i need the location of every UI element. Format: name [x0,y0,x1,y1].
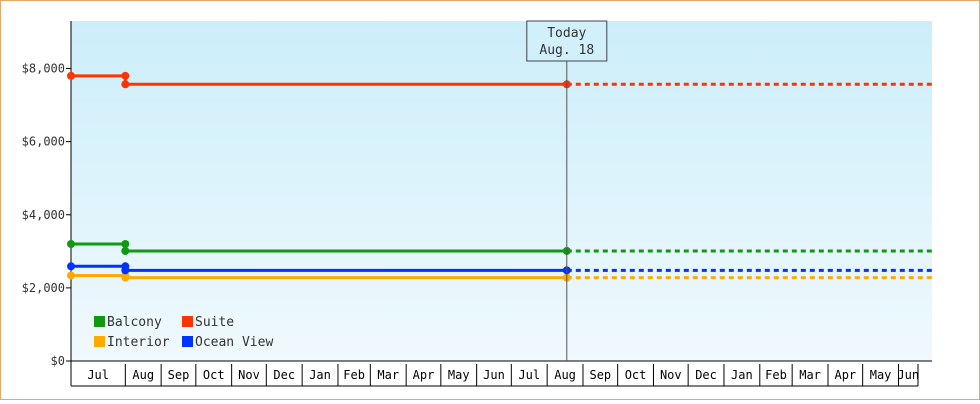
data-point [67,240,75,249]
x-month-label: Mar [799,368,821,382]
x-month-label: Sep [168,368,190,382]
x-month-label: Dec [273,368,295,382]
data-point [121,80,130,89]
legend-swatch [94,316,105,327]
x-month-label: Apr [834,368,856,382]
legend-label: Suite [195,315,234,330]
today-date: Aug. 18 [539,43,594,58]
data-point [121,246,130,255]
y-tick-label: $0 [51,354,65,368]
legend-swatch [94,336,105,347]
x-month-label: Oct [625,368,647,382]
y-axis: $0 $2,000 $4,000 $6,000 $8,000 [22,21,72,368]
x-month-label: Jul [87,368,109,382]
data-point [121,273,130,282]
x-month-label: Aug [554,368,576,382]
legend-item: Interior [94,335,170,350]
legend-item: Balcony [94,315,162,330]
x-month-label: Nov [238,368,260,382]
x-month-label: Feb [343,368,365,382]
x-month-label: May [870,368,892,382]
y-tick-label: $6,000 [22,135,65,149]
series-layer [67,71,932,282]
data-point [67,262,75,271]
legend-label: Interior [107,335,170,350]
x-month-label: Nov [660,368,682,382]
series-balcony [67,240,932,255]
legend-swatch [182,316,193,327]
data-point [67,71,75,80]
x-month-label: Apr [413,368,435,382]
today-label: Today [547,26,586,41]
x-month-label: Dec [695,368,717,382]
x-month-label: Sep [589,368,611,382]
today-marker: Today Aug. 18 [526,20,608,361]
legend-item: Ocean View [182,335,273,350]
y-tick-label: $4,000 [22,208,65,222]
y-tick-label: $8,000 [22,62,65,76]
x-month-label: Jan [731,368,753,382]
x-month-label: Mar [377,368,399,382]
legend-swatch [182,336,193,347]
x-month-label: Feb [765,368,787,382]
data-point [67,271,75,280]
series-ocean-view [67,262,932,275]
x-month-label: May [448,368,470,382]
x-month-label: Jun [483,368,505,382]
y-tick-label: $2,000 [22,281,65,295]
x-month-label: Jan [309,368,331,382]
data-point [121,71,130,80]
legend-label: Balcony [107,315,162,330]
legend-label: Ocean View [195,335,273,350]
x-month-label: Aug [132,368,154,382]
x-axis: Jul Aug Sep Oct Nov Dec Jan Feb Mar Apr May Jun Jul A… [70,360,932,387]
today-box [526,20,608,62]
plot-background [71,21,932,361]
series-line [71,74,567,86]
legend-item: Suite [182,315,234,330]
x-month-label: Oct [203,368,225,382]
x-month-label: Jul [518,368,540,382]
legend: Balcony Suite Interior Ocean View [94,315,273,350]
data-point [121,266,130,275]
x-month-label: Jun [897,368,919,382]
data-point [121,240,130,249]
